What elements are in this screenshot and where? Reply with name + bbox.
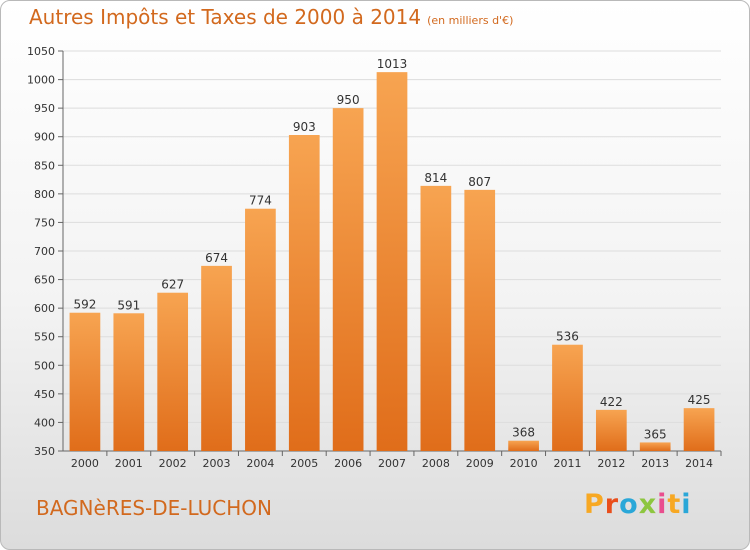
y-tick-label: 1050 — [27, 45, 55, 58]
bar — [288, 135, 320, 451]
y-tick-label: 900 — [34, 131, 55, 144]
y-tick-label: 1000 — [27, 74, 55, 87]
data-label: 425 — [688, 393, 711, 407]
data-label: 1013 — [377, 57, 408, 71]
data-label: 774 — [249, 194, 272, 208]
bar — [639, 442, 671, 451]
x-tick-label: 2006 — [334, 457, 362, 470]
x-tick-label: 2014 — [685, 457, 713, 470]
data-label: 903 — [293, 120, 316, 134]
data-label: 674 — [205, 251, 228, 265]
data-label: 627 — [161, 278, 184, 292]
bar — [508, 440, 539, 451]
x-tick-label: 2010 — [510, 457, 538, 470]
y-tick-label: 550 — [34, 331, 55, 344]
bar — [464, 189, 496, 451]
x-tick-label: 2000 — [71, 457, 99, 470]
bar — [69, 312, 101, 451]
x-tick-label: 2005 — [290, 457, 318, 470]
city-name: BAGNèRES-DE-LUCHON — [36, 496, 273, 520]
y-tick-label: 850 — [34, 159, 55, 172]
bar — [157, 292, 189, 451]
y-tick-label: 450 — [34, 388, 55, 401]
y-tick-label: 750 — [34, 216, 55, 229]
proxiti-logo: Proxiti — [584, 489, 692, 520]
logo-letter: x — [638, 489, 658, 520]
logo-letter: i — [681, 489, 692, 520]
x-tick-label: 2008 — [422, 457, 450, 470]
y-tick-label: 350 — [34, 445, 55, 458]
bar — [376, 72, 408, 452]
x-tick-label: 2009 — [466, 457, 494, 470]
data-label: 536 — [556, 330, 579, 344]
title-unit: (en milliers d'€) — [427, 14, 514, 27]
y-tick-label: 500 — [34, 359, 55, 372]
logo-letter: i — [657, 489, 668, 520]
y-tick-label: 600 — [34, 302, 55, 315]
y-tick-label: 650 — [34, 274, 55, 287]
bar — [201, 265, 232, 451]
x-tick-label: 2001 — [115, 457, 143, 470]
data-label: 365 — [644, 427, 667, 441]
logo-letter: r — [604, 489, 620, 520]
bar — [420, 185, 452, 451]
data-label: 368 — [512, 426, 535, 440]
x-tick-label: 2007 — [378, 457, 406, 470]
bar — [683, 408, 715, 451]
x-tick-label: 2002 — [159, 457, 187, 470]
x-tick-label: 2011 — [553, 457, 581, 470]
bar — [595, 409, 627, 451]
logo-letter: t — [667, 489, 682, 520]
y-tick-label: 400 — [34, 416, 55, 429]
bar — [552, 344, 583, 451]
logo-letter: o — [619, 489, 639, 520]
data-label: 814 — [424, 171, 447, 185]
chart-title: Autres Impôts et Taxes de 2000 à 2014 (en… — [29, 5, 513, 29]
data-label: 591 — [117, 298, 140, 312]
title-main: Autres Impôts et Taxes de 2000 à 2014 — [29, 5, 422, 29]
logo-letter: P — [584, 489, 605, 520]
x-tick-label: 2004 — [246, 457, 274, 470]
x-tick-label: 2012 — [597, 457, 625, 470]
data-label: 592 — [73, 298, 96, 312]
bar — [113, 313, 145, 451]
bar — [245, 208, 276, 451]
data-label: 950 — [337, 93, 360, 107]
data-label: 422 — [600, 395, 623, 409]
x-tick-label: 2013 — [641, 457, 669, 470]
y-tick-label: 800 — [34, 188, 55, 201]
y-tick-label: 700 — [34, 245, 55, 258]
bar — [332, 108, 364, 452]
y-tick-label: 950 — [34, 102, 55, 115]
data-label: 807 — [468, 175, 491, 189]
x-tick-label: 2003 — [203, 457, 231, 470]
